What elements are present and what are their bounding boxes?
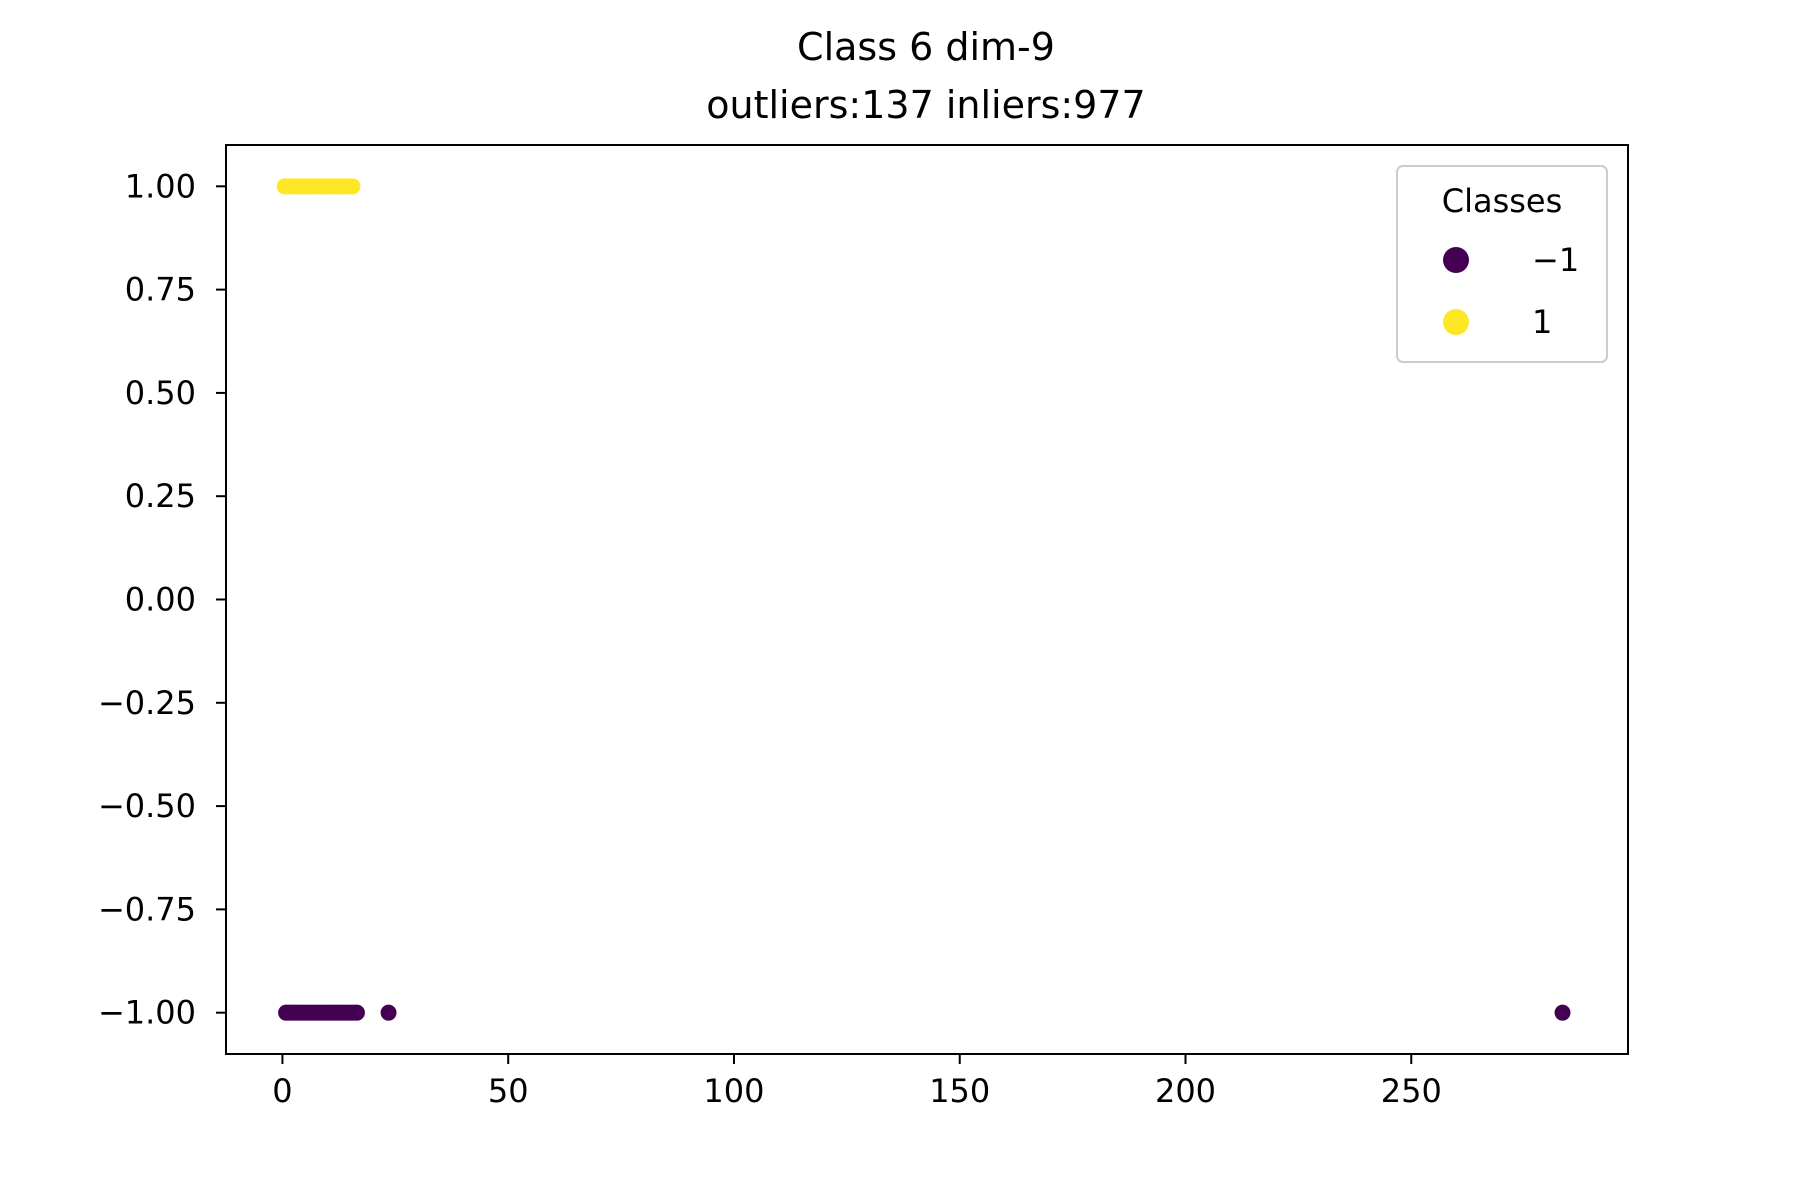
- x-tick-label: 200: [1155, 1072, 1216, 1110]
- y-tick-label: −0.25: [98, 684, 196, 722]
- scatter-point: [380, 1004, 397, 1021]
- chart-marks: [276, 178, 1571, 1021]
- scatter-point: [1554, 1004, 1571, 1021]
- y-tick-label: 0.75: [125, 271, 196, 309]
- x-tick-label: 150: [929, 1072, 990, 1110]
- y-tick-label: −0.50: [98, 787, 196, 825]
- y-tick-label: −1.00: [98, 994, 196, 1032]
- scatter-point: [348, 1004, 365, 1021]
- y-axis: 1.00 0.75 0.50 0.25 0.00 −0.25 −0.50 −0.75 −1.00: [98, 167, 226, 1032]
- y-tick-label: 1.00: [125, 167, 196, 205]
- legend-label: −1: [1532, 241, 1579, 279]
- scatter-point: [344, 178, 361, 195]
- legend-marker: [1443, 247, 1469, 273]
- chart-title: Class 6 dim-9: [797, 25, 1055, 69]
- y-tick-label: 0.00: [125, 581, 196, 619]
- y-tick-label: 0.25: [125, 477, 196, 515]
- legend-label: 1: [1532, 303, 1552, 341]
- y-tick-label: −0.75: [98, 890, 196, 928]
- x-tick-label: 50: [488, 1072, 529, 1110]
- legend-title: Classes: [1442, 182, 1563, 220]
- x-tick-label: 100: [703, 1072, 764, 1110]
- legend: Classes −1 1: [1396, 165, 1608, 363]
- x-tick-label: 0: [272, 1072, 292, 1110]
- x-axis: 0 50 100 150 200 250: [272, 1054, 1442, 1110]
- legend-entries: −1 1: [1443, 241, 1579, 341]
- x-tick-label: 250: [1381, 1072, 1442, 1110]
- legend-marker: [1443, 309, 1469, 335]
- y-tick-label: 0.50: [125, 374, 196, 412]
- chart-subtitle: outliers:137 inliers:977: [706, 83, 1145, 127]
